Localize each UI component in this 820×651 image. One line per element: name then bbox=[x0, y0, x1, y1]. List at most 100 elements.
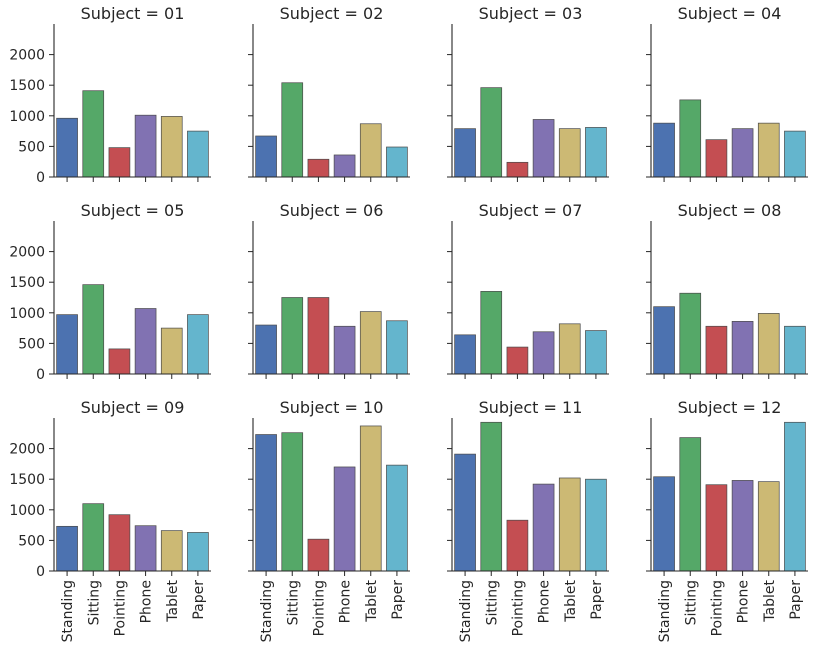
bar-pointing bbox=[705, 325, 728, 375]
panel-title: Subject = 11 bbox=[479, 398, 583, 417]
bar-phone bbox=[731, 128, 754, 178]
panel-title: Subject = 01 bbox=[81, 4, 185, 23]
x-tick-label-tablet: Tablet bbox=[364, 580, 380, 623]
bar-phone bbox=[731, 321, 754, 375]
y-tick-label: 500 bbox=[18, 533, 45, 549]
bar-phone bbox=[333, 154, 356, 178]
bar-phone bbox=[134, 308, 157, 375]
panel-title: Subject = 10 bbox=[280, 398, 384, 417]
x-tick-label-standing: Standing bbox=[60, 580, 76, 642]
bar-paper bbox=[585, 127, 607, 178]
bar-pointing bbox=[705, 139, 728, 178]
y-tick-label: 0 bbox=[36, 367, 45, 383]
bar-phone bbox=[134, 114, 157, 178]
bar-standing bbox=[255, 324, 277, 375]
bar-tablet bbox=[359, 425, 382, 572]
bar-standing bbox=[653, 306, 675, 375]
bar-sitting bbox=[679, 292, 702, 375]
bar-standing bbox=[56, 117, 78, 178]
x-tick-label-sitting: Sitting bbox=[484, 580, 500, 625]
bar-standing bbox=[56, 525, 78, 572]
panel-title: Subject = 12 bbox=[678, 398, 782, 417]
x-tick-label-pointing: Pointing bbox=[510, 580, 526, 636]
y-tick-label: 0 bbox=[36, 170, 45, 186]
bar-phone bbox=[532, 119, 555, 178]
y-tick-label: 2000 bbox=[9, 442, 45, 458]
bar-tablet bbox=[558, 323, 581, 375]
bar-phone bbox=[333, 325, 356, 375]
bar-paper bbox=[784, 421, 806, 572]
bar-tablet bbox=[160, 530, 183, 572]
bar-tablet bbox=[359, 311, 382, 375]
bar-pointing bbox=[307, 297, 330, 375]
bar-standing bbox=[454, 453, 476, 572]
panel-title: Subject = 09 bbox=[81, 398, 185, 417]
panel-title: Subject = 05 bbox=[81, 201, 185, 220]
bar-pointing bbox=[307, 158, 330, 178]
bar-sitting bbox=[281, 432, 304, 572]
bar-phone bbox=[333, 466, 356, 572]
bar-paper bbox=[187, 532, 209, 572]
bar-tablet bbox=[757, 313, 780, 375]
bar-standing bbox=[653, 476, 675, 572]
bar-sitting bbox=[281, 297, 304, 375]
y-tick-label: 500 bbox=[18, 336, 45, 352]
y-tick-label: 0 bbox=[36, 564, 45, 580]
bar-paper bbox=[386, 464, 408, 572]
x-tick-label-phone: Phone bbox=[139, 580, 155, 623]
x-tick-label-pointing: Pointing bbox=[112, 580, 128, 636]
bar-standing bbox=[255, 434, 277, 572]
bar-sitting bbox=[679, 437, 702, 572]
bar-sitting bbox=[480, 291, 503, 375]
bar-paper bbox=[187, 130, 209, 178]
bar-pointing bbox=[506, 346, 529, 375]
bar-phone bbox=[532, 331, 555, 375]
y-tick-label: 2000 bbox=[9, 245, 45, 261]
panel-title: Subject = 02 bbox=[280, 4, 384, 23]
bar-sitting bbox=[82, 503, 105, 572]
bar-standing bbox=[255, 135, 277, 178]
bar-standing bbox=[56, 314, 78, 375]
x-tick-label-pointing: Pointing bbox=[709, 580, 725, 636]
x-tick-label-sitting: Sitting bbox=[285, 580, 301, 625]
panel-title: Subject = 04 bbox=[678, 4, 782, 23]
y-tick-label: 1000 bbox=[9, 109, 45, 125]
bar-paper bbox=[585, 478, 607, 572]
bar-phone bbox=[731, 480, 754, 572]
y-tick-label: 500 bbox=[18, 139, 45, 155]
bar-tablet bbox=[160, 116, 183, 178]
bar-sitting bbox=[480, 87, 503, 178]
x-tick-label-standing: Standing bbox=[657, 580, 673, 642]
x-tick-label-tablet: Tablet bbox=[563, 580, 579, 623]
x-tick-label-phone: Phone bbox=[338, 580, 354, 623]
x-tick-label-sitting: Sitting bbox=[86, 580, 102, 625]
bar-pointing bbox=[705, 484, 728, 572]
bar-sitting bbox=[679, 99, 702, 178]
bar-standing bbox=[454, 334, 476, 375]
bar-paper bbox=[386, 320, 408, 375]
panel-title: Subject = 03 bbox=[479, 4, 583, 23]
bar-standing bbox=[653, 122, 675, 178]
x-tick-label-phone: Phone bbox=[736, 580, 752, 623]
bar-pointing bbox=[506, 519, 529, 572]
x-tick-label-tablet: Tablet bbox=[762, 580, 778, 623]
bar-sitting bbox=[480, 421, 503, 572]
bar-paper bbox=[386, 146, 408, 178]
x-tick-label-pointing: Pointing bbox=[311, 580, 327, 636]
bar-sitting bbox=[281, 82, 304, 178]
bar-sitting bbox=[82, 284, 105, 375]
bar-paper bbox=[187, 314, 209, 375]
bar-phone bbox=[532, 483, 555, 572]
bar-paper bbox=[784, 325, 806, 375]
x-tick-label-paper: Paper bbox=[788, 580, 804, 620]
bar-pointing bbox=[108, 348, 131, 375]
x-tick-label-phone: Phone bbox=[537, 580, 553, 623]
bar-paper bbox=[784, 130, 806, 178]
bar-phone bbox=[134, 525, 157, 572]
panel-title: Subject = 07 bbox=[479, 201, 583, 220]
bar-pointing bbox=[307, 538, 330, 572]
bar-paper bbox=[585, 330, 607, 375]
bar-tablet bbox=[757, 122, 780, 178]
y-tick-label: 1500 bbox=[9, 78, 45, 94]
